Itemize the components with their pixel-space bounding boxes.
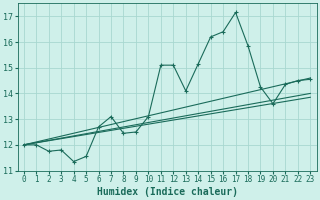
X-axis label: Humidex (Indice chaleur): Humidex (Indice chaleur): [97, 186, 237, 197]
